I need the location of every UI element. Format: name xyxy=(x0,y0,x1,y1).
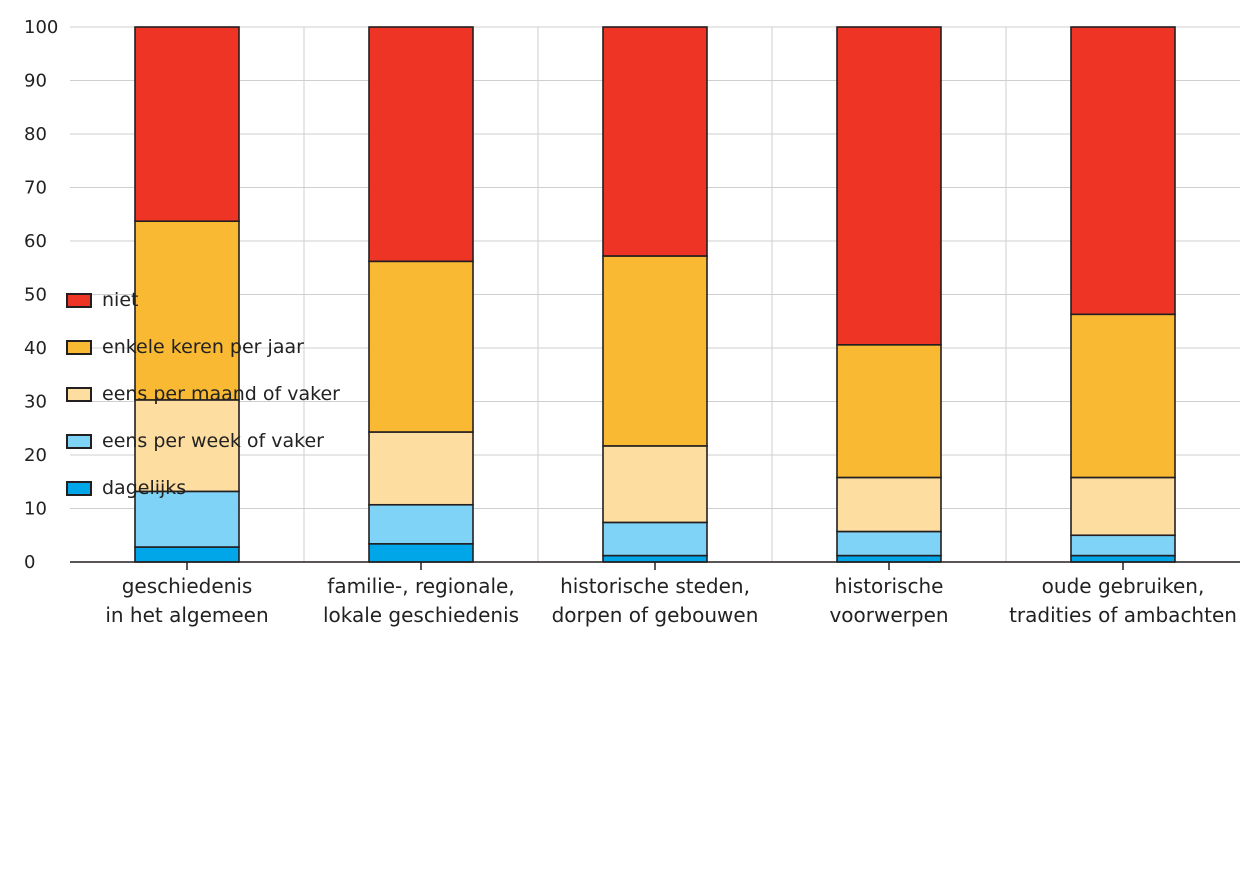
axes xyxy=(70,561,1240,570)
legend-label: dagelijks xyxy=(102,477,187,499)
y-tick-label: 30 xyxy=(24,392,47,413)
bar-segment xyxy=(1070,534,1176,557)
bar-segment xyxy=(368,431,474,506)
y-tick-label: 10 xyxy=(24,499,47,520)
y-tick-label: 0 xyxy=(24,552,35,573)
x-category-label: familie-, regionale, xyxy=(327,574,514,598)
bar-segment xyxy=(836,343,942,479)
bar-segment xyxy=(836,26,942,346)
legend-swatch xyxy=(66,386,92,402)
x-category-label: oude gebruiken, xyxy=(1042,574,1205,598)
bar-segment xyxy=(1070,26,1176,316)
bar-segment xyxy=(368,543,474,563)
x-category-label: tradities of ambachten xyxy=(1009,603,1237,627)
y-tick-label: 50 xyxy=(24,285,47,306)
bar-segment xyxy=(602,445,708,524)
legend-item: dagelijks xyxy=(66,477,340,499)
bar-segment xyxy=(134,220,240,401)
legend-swatch xyxy=(66,480,92,496)
legend-label: niet xyxy=(102,289,139,311)
bar-segment xyxy=(134,399,240,493)
y-tick-label: 40 xyxy=(24,338,47,359)
legend-label: eens per week of vaker xyxy=(102,430,324,452)
x-axis-labels: geschiedenis in het algemeen familie-, reg… xyxy=(105,574,1237,627)
bar-segment xyxy=(602,26,708,257)
bar-segment xyxy=(836,554,942,563)
x-category-label: historische steden, xyxy=(560,574,750,598)
bar-segment xyxy=(368,26,474,263)
y-tick-label: 80 xyxy=(24,124,47,145)
stacked-bar-chart: 0 10 20 30 40 50 60 70 80 90 100 geschiedenis in he… xyxy=(24,17,1240,627)
y-tick-label: 20 xyxy=(24,445,47,466)
bar-segment xyxy=(134,546,240,563)
legend-item: eens per week of vaker xyxy=(66,430,340,452)
legend-item: eens per maand of vaker xyxy=(66,383,340,405)
y-tick-label: 60 xyxy=(24,231,47,252)
legend-swatch xyxy=(66,433,92,449)
x-category-label: geschiedenis xyxy=(122,574,253,598)
legend-swatch xyxy=(66,339,92,355)
y-tick-label: 90 xyxy=(24,71,47,92)
bar-segment xyxy=(836,476,942,533)
y-tick-label: 70 xyxy=(24,178,47,199)
bar-segment xyxy=(602,255,708,447)
bar-segment xyxy=(368,503,474,545)
x-category-label: lokale geschiedenis xyxy=(323,603,519,627)
legend: niet enkele keren per jaar eens per maand … xyxy=(66,289,340,525)
bar-segment xyxy=(602,554,708,563)
legend-label: enkele keren per jaar xyxy=(102,336,304,358)
legend-swatch xyxy=(66,292,92,308)
x-category-label: dorpen of gebouwen xyxy=(552,603,759,627)
bar-segment xyxy=(836,530,942,557)
bar-segment xyxy=(1070,476,1176,537)
y-axis-ticks: 0 10 20 30 40 50 60 70 80 90 100 xyxy=(24,17,58,573)
legend-label: eens per maand of vaker xyxy=(102,383,340,405)
bar-segment xyxy=(602,521,708,557)
y-tick-label: 100 xyxy=(24,17,58,38)
legend-item: niet xyxy=(66,289,340,311)
bar-segment xyxy=(1070,313,1176,479)
x-category-label: historische xyxy=(835,574,944,598)
bar-segment xyxy=(368,260,474,433)
x-category-label: in het algemeen xyxy=(105,603,268,627)
x-category-label: voorwerpen xyxy=(829,603,948,627)
bar-segment xyxy=(134,26,240,223)
bar-segment xyxy=(1070,554,1176,563)
bars xyxy=(134,26,1176,563)
legend-item: enkele keren per jaar xyxy=(66,336,340,358)
